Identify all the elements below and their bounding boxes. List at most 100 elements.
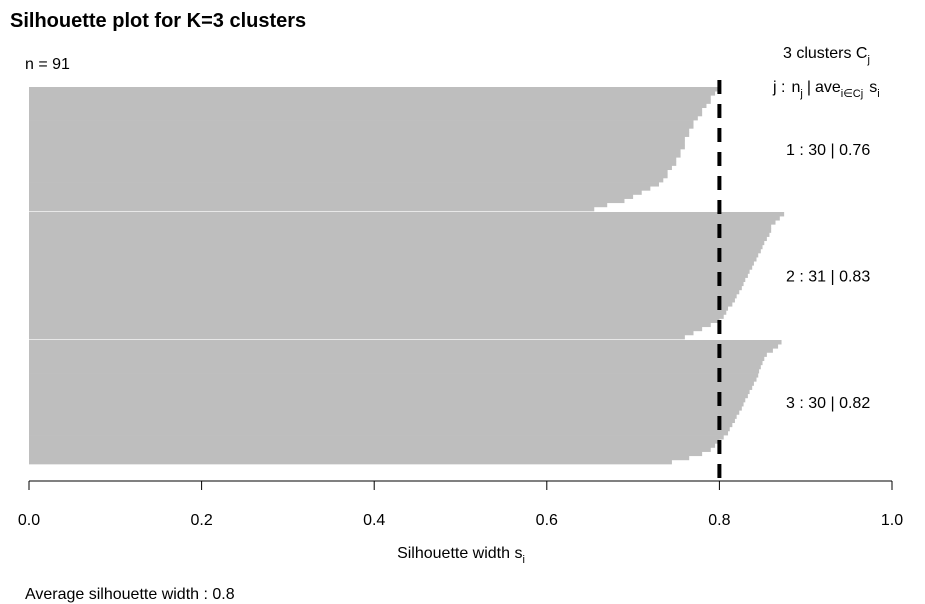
silhouette-bars	[29, 87, 785, 465]
silhouette-bar-cluster-1	[29, 182, 659, 187]
silhouette-bar-cluster-2	[29, 261, 754, 266]
cluster-labels: 1 : 30 | 0.76 2 : 31 | 0.83 3 : 30 | 0.82	[786, 142, 870, 412]
silhouette-bar-cluster-2	[29, 281, 744, 287]
silhouette-bar-cluster-1	[29, 136, 685, 142]
silhouette-bar-cluster-2	[29, 289, 740, 295]
legend-header-n: n	[791, 79, 800, 96]
n-label: n = 91	[25, 56, 70, 73]
silhouette-bar-cluster-1	[29, 161, 677, 166]
silhouette-bar-cluster-2	[29, 326, 703, 332]
silhouette-bar-cluster-2	[29, 310, 727, 315]
silhouette-bar-cluster-3	[29, 344, 779, 349]
silhouette-bar-cluster-2	[29, 285, 742, 291]
silhouette-bar-cluster-2	[29, 240, 765, 246]
silhouette-bar-cluster-1	[29, 140, 685, 146]
silhouette-bar-cluster-2	[29, 248, 761, 254]
silhouette-bar-cluster-2	[29, 293, 737, 299]
silhouette-bar-cluster-2	[29, 318, 720, 323]
silhouette-bar-cluster-2	[29, 257, 757, 262]
silhouette-bar-cluster-1	[29, 173, 668, 179]
silhouette-bar-cluster-1	[29, 91, 716, 96]
silhouette-bar-cluster-3	[29, 418, 735, 424]
silhouette-bar-cluster-1	[29, 111, 703, 117]
legend-header-ave-subscript: i∈Cj	[841, 88, 863, 100]
silhouette-bar-cluster-3	[29, 406, 742, 411]
silhouette-bar-cluster-3	[29, 356, 765, 362]
silhouette-bar-cluster-1	[29, 124, 694, 129]
silhouette-bar-cluster-2	[29, 302, 733, 307]
silhouette-bar-cluster-2	[29, 228, 772, 233]
silhouette-bar-cluster-2	[29, 277, 746, 282]
silhouette-bar-cluster-1	[29, 103, 707, 109]
cluster-label-2: 2 : 31 | 0.83	[786, 269, 870, 286]
silhouette-bar-cluster-1	[29, 149, 681, 154]
silhouette-bar-cluster-2	[29, 252, 759, 258]
x-tick-label: 0.2	[190, 512, 212, 529]
silhouette-bar-cluster-1	[29, 157, 677, 162]
silhouette-bar-cluster-3	[29, 402, 744, 407]
average-silhouette-footer: Average silhouette width : 0.8	[25, 586, 235, 603]
silhouette-bar-cluster-3	[29, 377, 757, 382]
silhouette-bar-cluster-3	[29, 435, 724, 440]
silhouette-bar-cluster-1	[29, 128, 690, 133]
x-axis-title: Silhouette width si	[397, 545, 525, 566]
silhouette-bar-cluster-2	[29, 330, 694, 336]
silhouette-bar-cluster-2	[29, 216, 780, 221]
legend-header-clusters-text: 3 clusters C	[783, 45, 867, 62]
silhouette-bar-cluster-3	[29, 373, 759, 378]
x-tick-label: 0.0	[18, 512, 40, 529]
legend-header-ave: ave	[815, 79, 841, 96]
silhouette-bar-cluster-1	[29, 165, 672, 171]
legend-header-n-subscript: j	[799, 88, 802, 100]
silhouette-bar-cluster-2	[29, 244, 763, 250]
silhouette-bar-cluster-1	[29, 107, 703, 113]
silhouette-bar-cluster-2	[29, 322, 711, 328]
x-tick-label: 0.6	[536, 512, 558, 529]
silhouette-bar-cluster-3	[29, 348, 773, 353]
silhouette-bar-cluster-3	[29, 455, 690, 461]
silhouette-bar-cluster-2	[29, 334, 685, 340]
silhouette-bar-cluster-2	[29, 298, 735, 303]
silhouette-bar-cluster-2	[29, 232, 770, 237]
silhouette-bar-cluster-3	[29, 422, 733, 428]
silhouette-bar-cluster-1	[29, 120, 694, 125]
silhouette-bar-cluster-3	[29, 414, 737, 419]
silhouette-bar-cluster-2	[29, 265, 753, 270]
silhouette-bar-cluster-1	[29, 153, 681, 158]
x-tick-label: 1.0	[881, 512, 903, 529]
silhouette-bar-cluster-3	[29, 443, 716, 448]
legend-header-s-subscript: i	[877, 88, 879, 100]
silhouette-bar-cluster-3	[29, 393, 748, 399]
silhouette-bar-cluster-3	[29, 385, 753, 390]
silhouette-bar-cluster-1	[29, 169, 668, 175]
silhouette-bar-cluster-3	[29, 368, 760, 374]
legend-header-clusters-subscript: j	[866, 54, 869, 66]
silhouette-bar-cluster-2	[29, 306, 729, 311]
silhouette-bar-cluster-3	[29, 389, 750, 395]
silhouette-bar-cluster-1	[29, 95, 711, 100]
silhouette-bar-cluster-2	[29, 273, 748, 278]
silhouette-bar-cluster-1	[29, 206, 595, 212]
legend-header-columns: j : nj | avei∈Cj si	[772, 79, 880, 100]
silhouette-bar-cluster-1	[29, 190, 642, 195]
silhouette-bar-cluster-1	[29, 177, 664, 183]
silhouette-bar-cluster-3	[29, 430, 729, 436]
legend-header-j: j :	[772, 79, 785, 96]
silhouette-bar-cluster-1	[29, 186, 651, 191]
legend-header-separator: |	[807, 79, 811, 96]
silhouette-bar-cluster-3	[29, 447, 711, 452]
silhouette-bar-cluster-2	[29, 236, 767, 242]
silhouette-bar-cluster-1	[29, 194, 634, 199]
silhouette-bar-cluster-2	[29, 314, 724, 319]
silhouette-bar-cluster-3	[29, 451, 703, 457]
silhouette-bar-cluster-3	[29, 459, 672, 465]
silhouette-bar-cluster-1	[29, 115, 698, 121]
silhouette-bar-cluster-2	[29, 212, 785, 217]
silhouette-bar-cluster-1	[29, 87, 720, 92]
silhouette-bar-cluster-2	[29, 224, 772, 229]
silhouette-bar-cluster-3	[29, 340, 782, 345]
silhouette-bar-cluster-3	[29, 426, 730, 432]
chart-title: Silhouette plot for K=3 clusters	[10, 10, 306, 32]
silhouette-bar-cluster-1	[29, 144, 685, 150]
